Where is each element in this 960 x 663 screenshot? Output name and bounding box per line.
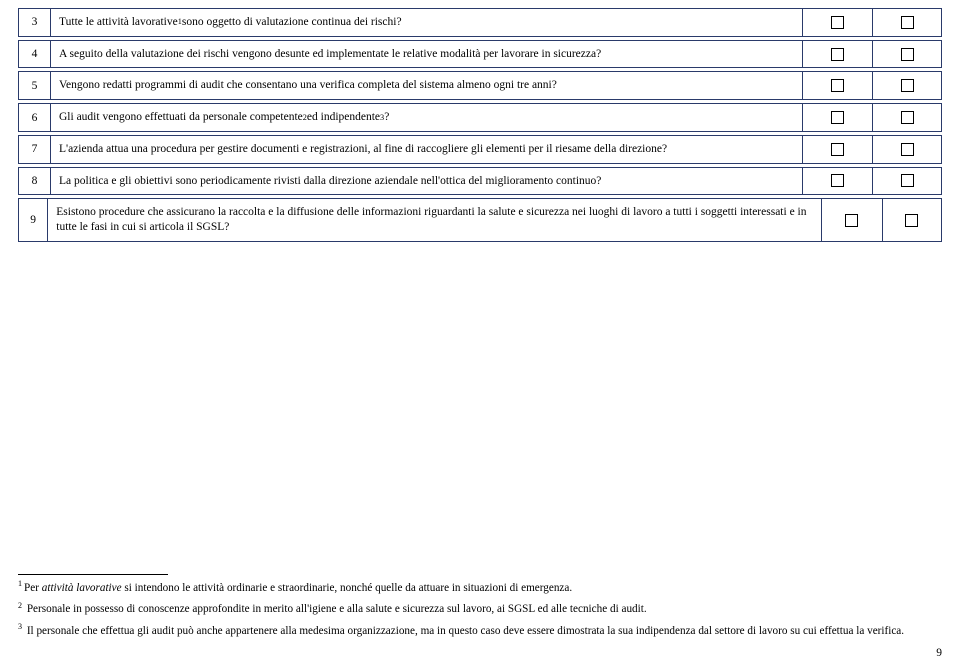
footnotes-block: 1Per attività lavorative si intendono le…: [18, 574, 942, 645]
table-row: 9Esistono procedure che assicurano la ra…: [18, 198, 942, 241]
table-row: 3Tutte le attività lavorative1 sono ogge…: [18, 8, 942, 37]
checkbox-cell-2: [882, 199, 943, 240]
checkbox[interactable]: [901, 174, 914, 187]
table-row: 6Gli audit vengono effettuati da persona…: [18, 103, 942, 132]
row-text: A seguito della valutazione dei rischi v…: [50, 41, 802, 68]
checkbox-cell-2: [872, 41, 942, 68]
checkbox-cell-2: [872, 9, 942, 36]
row-text: Gli audit vengono effettuati da personal…: [50, 104, 802, 131]
row-number: 3: [18, 9, 50, 36]
footnote-3-text: Il personale che effettua gli audit può …: [27, 625, 904, 637]
footnote-1-text: Per attività lavorative si intendono le …: [24, 582, 572, 594]
checkbox-cell-1: [802, 136, 872, 163]
row-text: Esistono procedure che assicurano la rac…: [47, 199, 821, 240]
row-number: 9: [18, 199, 47, 240]
checkbox[interactable]: [831, 174, 844, 187]
row-text: L'azienda attua una procedura per gestir…: [50, 136, 802, 163]
checkbox[interactable]: [901, 79, 914, 92]
checkbox[interactable]: [901, 48, 914, 61]
checklist-table: 3Tutte le attività lavorative1 sono ogge…: [18, 8, 942, 242]
checkbox-cell-1: [821, 199, 881, 240]
footnote-2: 2 Personale in possesso di conoscenze ap…: [18, 602, 942, 616]
table-row: 8La politica e gli obiettivi sono period…: [18, 167, 942, 196]
checkbox[interactable]: [901, 16, 914, 29]
checkbox-cell-2: [872, 104, 942, 131]
checkbox-cell-1: [802, 9, 872, 36]
footnote-1: 1Per attività lavorative si intendono le…: [18, 581, 942, 595]
checkbox[interactable]: [831, 16, 844, 29]
checkbox[interactable]: [831, 111, 844, 124]
row-number: 7: [18, 136, 50, 163]
row-number: 6: [18, 104, 50, 131]
checkbox-cell-2: [872, 136, 942, 163]
checkbox[interactable]: [831, 79, 844, 92]
checkbox-cell-1: [802, 72, 872, 99]
row-text: La politica e gli obiettivi sono periodi…: [50, 168, 802, 195]
table-row: 5Vengono redatti programmi di audit che …: [18, 71, 942, 100]
page-number: 9: [936, 647, 942, 659]
checkbox[interactable]: [901, 143, 914, 156]
footnote-3: 3 Il personale che effettua gli audit pu…: [18, 624, 942, 638]
checkbox[interactable]: [905, 214, 918, 227]
footnote-rule: [18, 574, 168, 575]
row-text: Tutte le attività lavorative1 sono ogget…: [50, 9, 802, 36]
checkbox[interactable]: [901, 111, 914, 124]
checkbox-cell-1: [802, 41, 872, 68]
row-number: 5: [18, 72, 50, 99]
checkbox-cell-1: [802, 104, 872, 131]
checkbox-cell-2: [872, 168, 942, 195]
table-row: 7L'azienda attua una procedura per gesti…: [18, 135, 942, 164]
checkbox[interactable]: [831, 48, 844, 61]
checkbox-cell-2: [872, 72, 942, 99]
row-number: 8: [18, 168, 50, 195]
checkbox-cell-1: [802, 168, 872, 195]
row-number: 4: [18, 41, 50, 68]
checkbox[interactable]: [831, 143, 844, 156]
table-row: 4A seguito della valutazione dei rischi …: [18, 40, 942, 69]
checkbox[interactable]: [845, 214, 858, 227]
row-text: Vengono redatti programmi di audit che c…: [50, 72, 802, 99]
footnote-2-text: Personale in possesso di conoscenze appr…: [27, 603, 647, 615]
